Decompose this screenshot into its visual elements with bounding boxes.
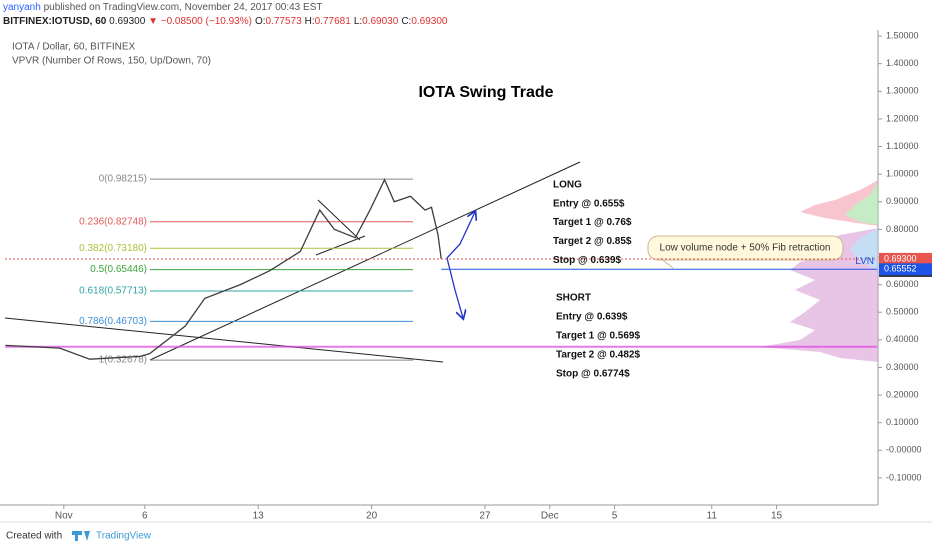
y-tick-label: 0.90000 <box>886 196 919 206</box>
ohlc-label: L: <box>353 16 363 27</box>
fib-label: 0.5(0.65446) <box>90 264 147 275</box>
legend-symbol: IOTA / Dollar, 60, BITFINEX <box>12 42 136 53</box>
price-tag <box>879 263 932 276</box>
y-tick-label: 1.40000 <box>886 58 919 68</box>
plot-area <box>0 30 878 505</box>
volume-profile <box>760 180 878 362</box>
long-text: Stop @ 0.639$ <box>553 255 622 266</box>
price-tag-label: 0.65552 <box>884 264 917 274</box>
fib-label: 0.618(0.57713) <box>79 286 147 297</box>
y-tick-label: 0.50000 <box>886 307 919 317</box>
last: 0.69300 <box>109 16 146 27</box>
short-text: Entry @ 0.639$ <box>556 312 628 323</box>
lvn-label: LVN <box>855 256 874 267</box>
callout-box <box>647 235 844 261</box>
ohlc-value: 0.77573 <box>265 16 302 27</box>
change: ▼ −0.08500 (−10.93%) <box>148 16 252 27</box>
fib-label: 1(0.32678) <box>99 355 147 366</box>
triangle-line <box>317 199 361 241</box>
y-tick-label: 1.30000 <box>886 86 919 96</box>
x-tick-label: 15 <box>771 511 783 522</box>
y-tick-label: 0.40000 <box>886 334 919 344</box>
long-arrow <box>446 212 475 259</box>
long-text: Entry @ 0.655$ <box>553 198 625 209</box>
trend-line <box>4 317 444 363</box>
x-tick-label: Nov <box>55 511 73 522</box>
ohlc-label: C: <box>401 16 412 27</box>
callout-pointer <box>659 257 674 269</box>
fib-label: 0.786(0.46703) <box>79 316 147 327</box>
y-tick-label: 1.20000 <box>886 113 919 123</box>
ohlc-value: 0.69030 <box>362 16 399 27</box>
short-arrow <box>446 257 463 318</box>
header-line: yanyanh published on TradingView.com, No… <box>3 2 322 13</box>
price-tag-label: 0.69300 <box>884 253 917 263</box>
footer-text: Created with <box>6 531 62 542</box>
author: yanyanh <box>3 2 41 13</box>
x-tick-label: 6 <box>142 511 148 522</box>
price-tag <box>879 252 932 265</box>
x-tick-label: 5 <box>612 511 618 522</box>
long-text: LONG <box>553 180 582 191</box>
price-line <box>5 178 442 360</box>
long-text: Target 2 @ 0.85$ <box>553 236 632 247</box>
published: published on TradingView.com, November 2… <box>43 2 323 13</box>
chart-title: IOTA Swing Trade <box>418 84 553 101</box>
x-tick-label: 11 <box>707 511 718 522</box>
long-text: Target 1 @ 0.76$ <box>553 217 632 228</box>
fib-label: 0(0.98215) <box>99 174 147 185</box>
ohlc-value: 0.77681 <box>314 16 351 27</box>
y-tick-label: 1.50000 <box>886 30 919 40</box>
y-tick-label: -0.10000 <box>886 472 922 482</box>
triangle-line <box>315 235 366 256</box>
y-tick-label: 1.10000 <box>886 141 919 151</box>
x-tick-label: Dec <box>541 511 559 522</box>
short-text: Stop @ 0.6774$ <box>556 369 630 380</box>
ohlc-value: 0.69300 <box>411 16 448 27</box>
short-text: SHORT <box>556 293 591 304</box>
short-text: Target 2 @ 0.482$ <box>556 350 640 361</box>
short-text: Target 1 @ 0.569$ <box>556 331 640 342</box>
callout-text: Low volume node + 50% Fib retraction <box>660 243 831 254</box>
ohlc-label: O: <box>254 16 266 27</box>
ohlc-label: H: <box>304 16 315 27</box>
footer-brand: TradingView <box>96 531 152 542</box>
y-tick-label: 0.10000 <box>886 417 919 427</box>
trend-line <box>149 161 581 361</box>
y-tick-label: 1.00000 <box>886 169 919 179</box>
tv-logo <box>72 531 90 541</box>
fib-label: 0.236(0.82748) <box>79 216 147 227</box>
y-tick-label: 0.20000 <box>886 389 919 399</box>
header-quote: BITFINEX:IOTUSD, 60 0.69300 ▼ −0.08500 (… <box>3 16 447 27</box>
y-tick-label: 0.80000 <box>886 224 919 234</box>
x-tick-label: 20 <box>366 511 378 522</box>
fib-label: 0.382(0.73180) <box>79 243 147 254</box>
x-tick-label: 27 <box>479 511 491 522</box>
y-tick-label: 0.30000 <box>886 362 919 372</box>
symbol: BITFINEX:IOTUSD, 60 <box>3 16 107 27</box>
y-tick-label: 0.60000 <box>886 279 919 289</box>
legend-indicator: VPVR (Number Of Rows, 150, Up/Down, 70) <box>12 56 211 67</box>
y-tick-label: -0.00000 <box>886 445 922 455</box>
x-tick-label: 13 <box>253 511 265 522</box>
